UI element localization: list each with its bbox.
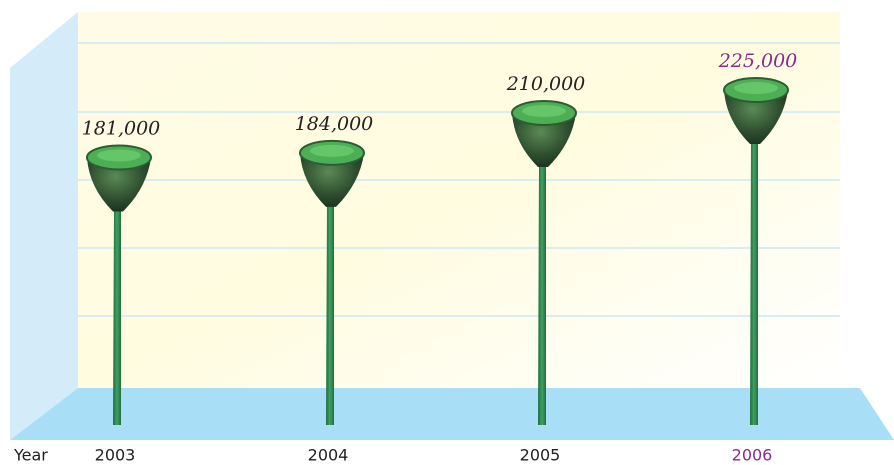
value-label: 210,000 (506, 73, 586, 95)
pod-crown-hi (522, 105, 566, 117)
x-tick-label: 2003 (95, 446, 136, 465)
grid (78, 42, 840, 317)
value-label: 181,000 (82, 117, 161, 139)
pod-crown-hi (734, 82, 778, 94)
x-tick-label: 2006 (732, 446, 773, 465)
value-label: 184,000 (295, 113, 374, 135)
x-axis-label: Year (13, 446, 48, 465)
stem (113, 209, 121, 425)
pod (87, 157, 151, 212)
stem (326, 204, 334, 425)
x-tick-label: 2004 (308, 446, 349, 465)
pod-mark (723, 77, 789, 425)
stem (750, 142, 758, 425)
pod-mark (86, 144, 152, 425)
side-wall (10, 12, 78, 440)
pod-crown-hi (310, 144, 354, 157)
pod-crown-hi (97, 149, 141, 162)
value-label: 225,000 (718, 50, 798, 72)
x-tick-label: 2005 (520, 446, 561, 465)
stem (538, 165, 546, 425)
pod (724, 90, 788, 144)
pod (512, 113, 576, 167)
back-wall (78, 12, 840, 388)
pod-mark (511, 100, 577, 425)
pod (300, 152, 364, 207)
pod-mark (299, 139, 365, 425)
floor (10, 388, 894, 440)
